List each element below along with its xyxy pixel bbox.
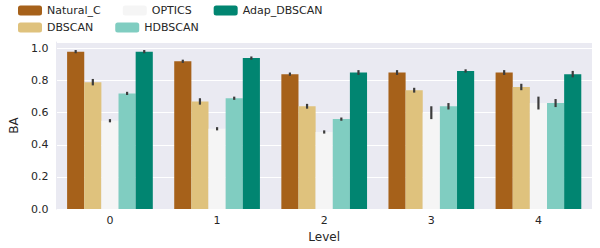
svg-text:0: 0	[106, 214, 113, 227]
svg-text:0.0: 0.0	[31, 203, 49, 216]
svg-text:Level: Level	[308, 230, 340, 244]
svg-text:Adap_DBSCAN: Adap_DBSCAN	[243, 4, 323, 17]
svg-text:0.2: 0.2	[31, 170, 49, 183]
svg-text:2: 2	[321, 214, 328, 227]
svg-text:0.8: 0.8	[31, 74, 49, 87]
svg-text:DBSCAN: DBSCAN	[47, 21, 93, 34]
svg-text:0.4: 0.4	[31, 138, 49, 151]
svg-text:1.0: 1.0	[31, 42, 49, 55]
svg-text:4: 4	[535, 214, 542, 227]
svg-text:BA: BA	[7, 117, 21, 134]
svg-text:0.6: 0.6	[31, 106, 49, 119]
svg-text:HDBSCAN: HDBSCAN	[144, 21, 199, 34]
svg-text:3: 3	[428, 214, 435, 227]
svg-text:1: 1	[214, 214, 221, 227]
svg-text:OPTICS: OPTICS	[152, 4, 192, 17]
svg-text:Natural_C: Natural_C	[47, 4, 101, 17]
